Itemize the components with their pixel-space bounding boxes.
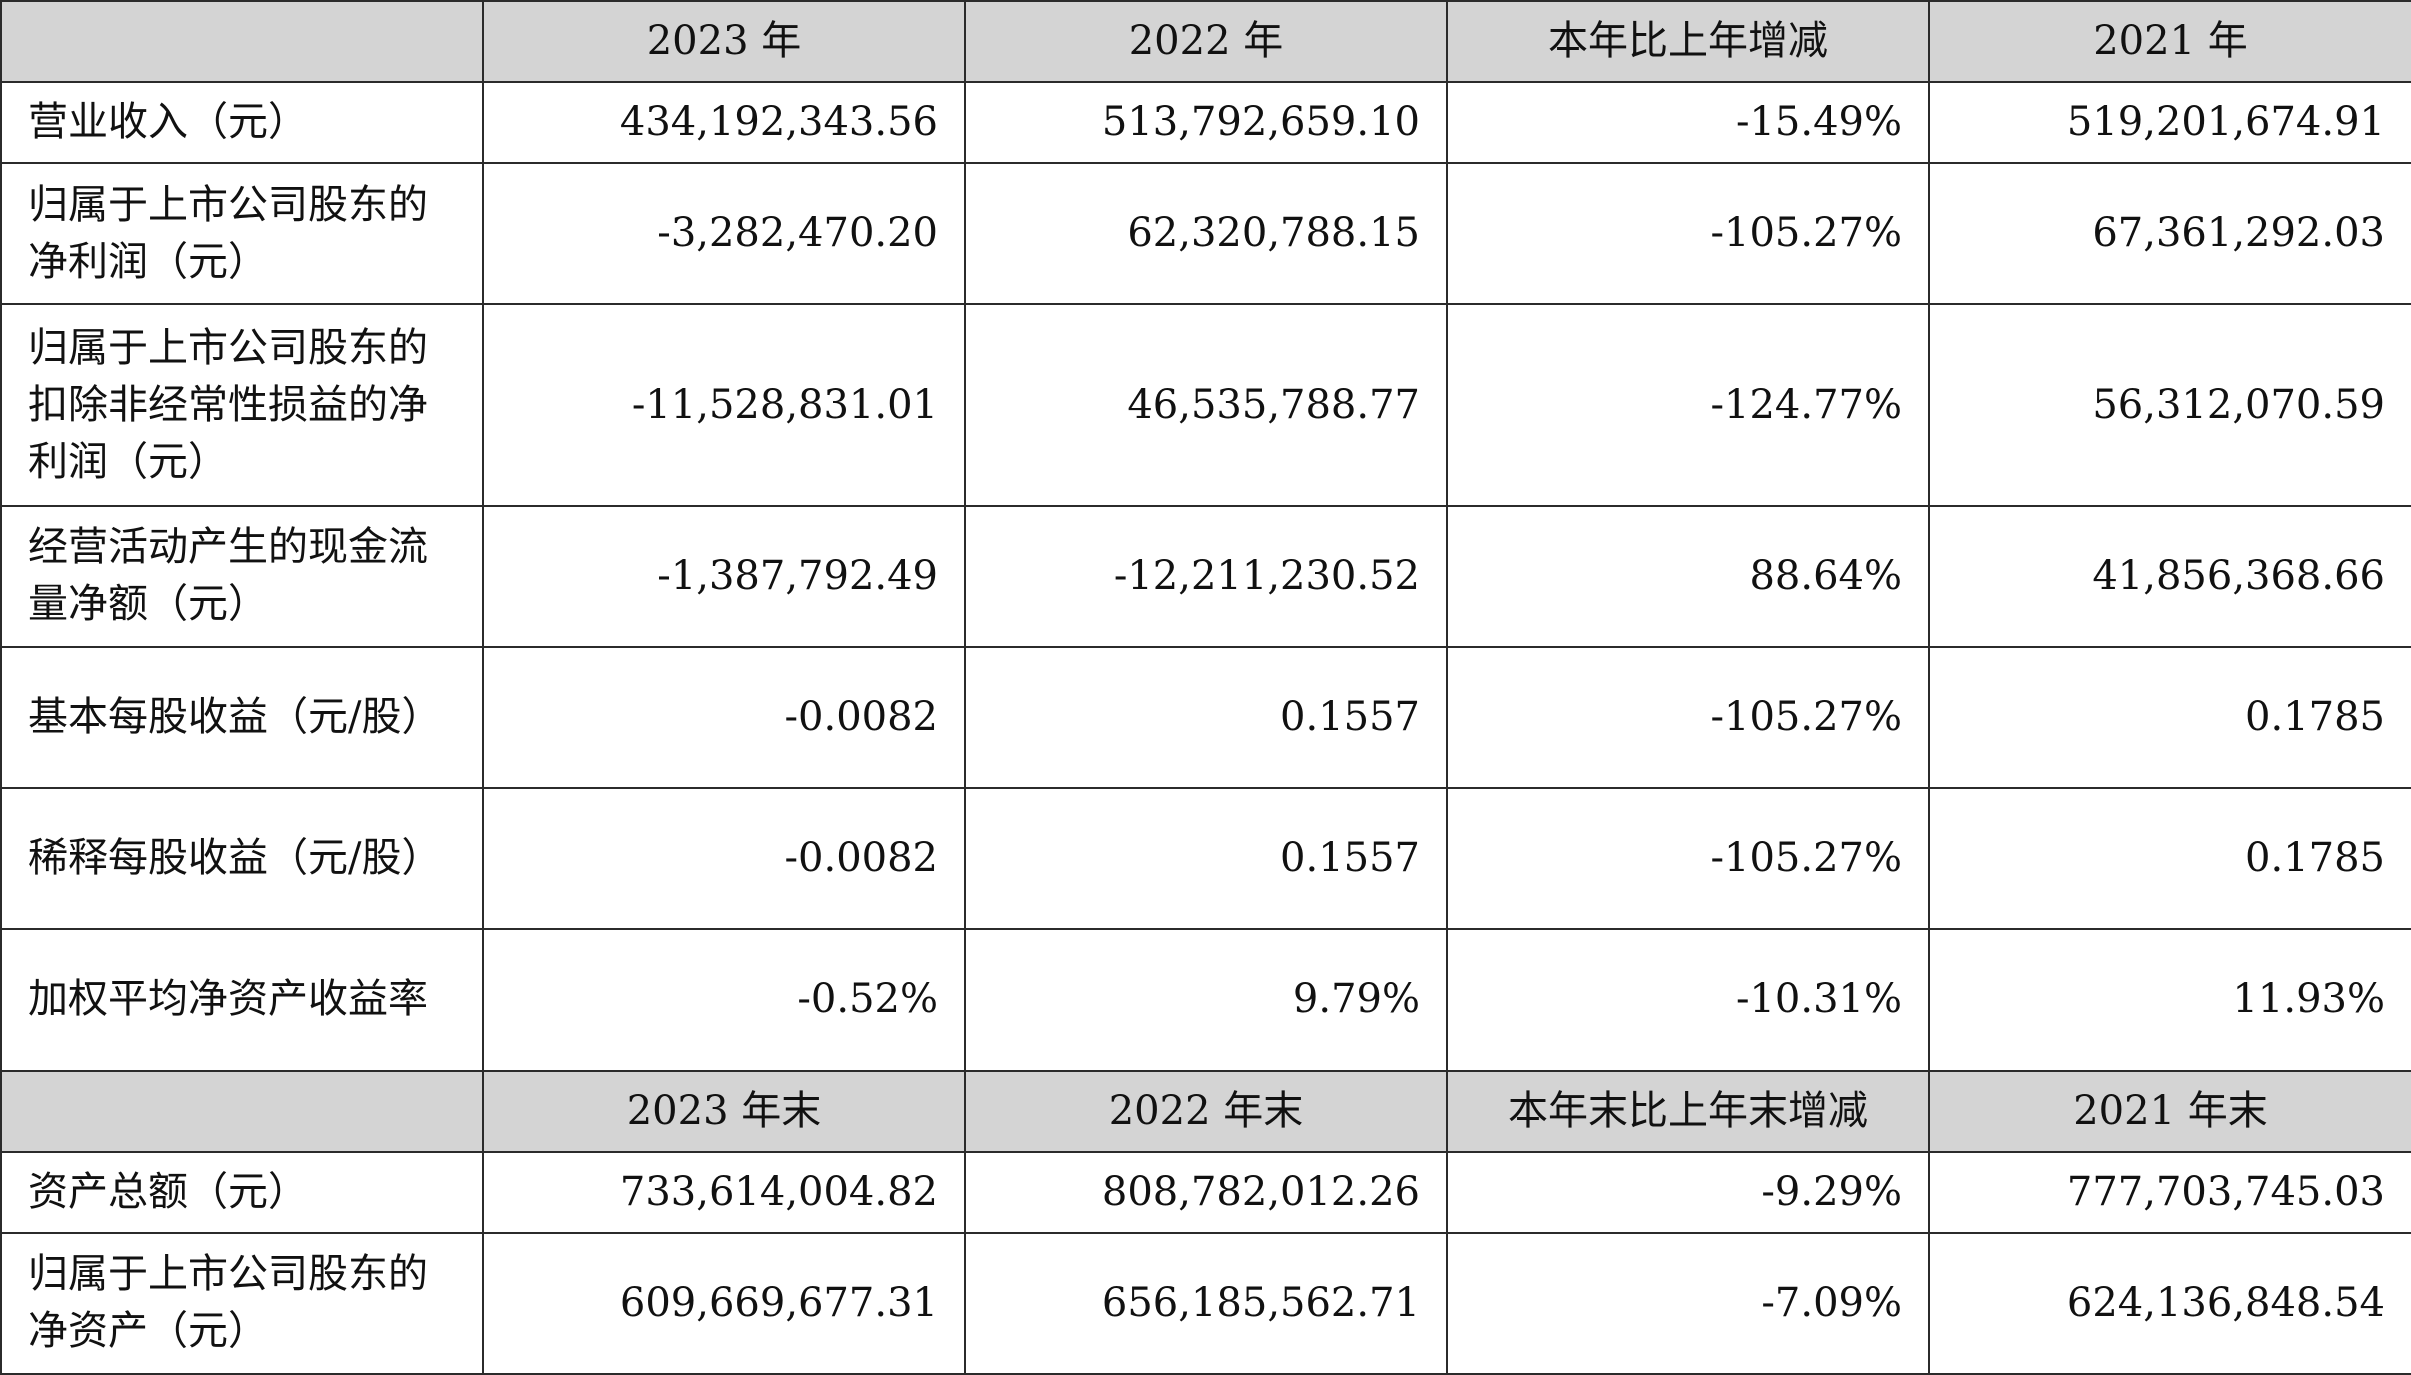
row-label: 加权平均净资产收益率: [0, 928, 484, 1072]
value-cell: 656,185,562.71: [964, 1231, 1448, 1375]
value-cell: -3,282,470.20: [482, 162, 966, 306]
row-label: 经营活动产生的现金流量净额（元）: [0, 504, 484, 648]
value-cell: 11.93%: [1928, 928, 2411, 1072]
column-header-2023-end: 2023 年末: [482, 1069, 966, 1153]
value-cell: -0.52%: [482, 928, 966, 1072]
value-cell: 0.1785: [1928, 645, 2411, 790]
value-cell: -11,528,831.01: [482, 303, 966, 507]
value-cell: -12,211,230.52: [964, 504, 1448, 648]
value-cell: 0.1785: [1928, 787, 2411, 931]
row-label: 归属于上市公司股东的扣除非经常性损益的净利润（元）: [0, 303, 484, 507]
table-row: 归属于上市公司股东的净利润（元） -3,282,470.20 62,320,78…: [0, 162, 2411, 306]
value-cell: 88.64%: [1446, 504, 1930, 648]
value-cell: -124.77%: [1446, 303, 1930, 507]
table-row: 加权平均净资产收益率 -0.52% 9.79% -10.31% 11.93%: [0, 928, 2411, 1072]
row-label: 营业收入（元）: [0, 81, 484, 165]
value-cell: -9.29%: [1446, 1150, 1930, 1234]
value-cell: -0.0082: [482, 787, 966, 931]
value-cell: 733,614,004.82: [482, 1150, 966, 1234]
value-cell: 9.79%: [964, 928, 1448, 1072]
row-label: 归属于上市公司股东的净利润（元）: [0, 162, 484, 306]
value-cell: 41,856,368.66: [1928, 504, 2411, 648]
value-cell: 777,703,745.03: [1928, 1150, 2411, 1234]
table-row: 归属于上市公司股东的净资产（元） 609,669,677.31 656,185,…: [0, 1231, 2411, 1375]
value-cell: 62,320,788.15: [964, 162, 1448, 306]
header-corner-cell: [0, 1069, 484, 1153]
column-header-yoy-change-end: 本年末比上年末增减: [1446, 1069, 1930, 1153]
value-cell: -105.27%: [1446, 162, 1930, 306]
column-header-2021: 2021 年: [1928, 0, 2411, 84]
value-cell: 56,312,070.59: [1928, 303, 2411, 507]
value-cell: 434,192,343.56: [482, 81, 966, 165]
value-cell: 624,136,848.54: [1928, 1231, 2411, 1375]
column-header-2022: 2022 年: [964, 0, 1448, 84]
value-cell: -10.31%: [1446, 928, 1930, 1072]
header-row-period-end: 2023 年末 2022 年末 本年末比上年末增减 2021 年末: [0, 1069, 2411, 1153]
value-cell: 67,361,292.03: [1928, 162, 2411, 306]
row-label: 基本每股收益（元/股）: [0, 645, 484, 790]
header-corner-cell: [0, 0, 484, 84]
value-cell: 0.1557: [964, 787, 1448, 931]
table-row: 基本每股收益（元/股） -0.0082 0.1557 -105.27% 0.17…: [0, 645, 2411, 790]
table-row: 稀释每股收益（元/股） -0.0082 0.1557 -105.27% 0.17…: [0, 787, 2411, 931]
value-cell: 46,535,788.77: [964, 303, 1448, 507]
row-label: 资产总额（元）: [0, 1150, 484, 1234]
value-cell: 808,782,012.26: [964, 1150, 1448, 1234]
column-header-2021-end: 2021 年末: [1928, 1069, 2411, 1153]
header-row-period: 2023 年 2022 年 本年比上年增减 2021 年: [0, 0, 2411, 84]
value-cell: -1,387,792.49: [482, 504, 966, 648]
column-header-2023: 2023 年: [482, 0, 966, 84]
value-cell: -15.49%: [1446, 81, 1930, 165]
table-row: 资产总额（元） 733,614,004.82 808,782,012.26 -9…: [0, 1150, 2411, 1234]
column-header-yoy-change: 本年比上年增减: [1446, 0, 1930, 84]
value-cell: -105.27%: [1446, 645, 1930, 790]
value-cell: -105.27%: [1446, 787, 1930, 931]
table-row: 营业收入（元） 434,192,343.56 513,792,659.10 -1…: [0, 81, 2411, 165]
row-label: 稀释每股收益（元/股）: [0, 787, 484, 931]
table-row: 归属于上市公司股东的扣除非经常性损益的净利润（元） -11,528,831.01…: [0, 303, 2411, 507]
table-row: 经营活动产生的现金流量净额（元） -1,387,792.49 -12,211,2…: [0, 504, 2411, 648]
value-cell: -7.09%: [1446, 1231, 1930, 1375]
column-header-2022-end: 2022 年末: [964, 1069, 1448, 1153]
value-cell: 0.1557: [964, 645, 1448, 790]
value-cell: 609,669,677.31: [482, 1231, 966, 1375]
value-cell: 519,201,674.91: [1928, 81, 2411, 165]
value-cell: 513,792,659.10: [964, 81, 1448, 165]
value-cell: -0.0082: [482, 645, 966, 790]
row-label: 归属于上市公司股东的净资产（元）: [0, 1231, 484, 1375]
